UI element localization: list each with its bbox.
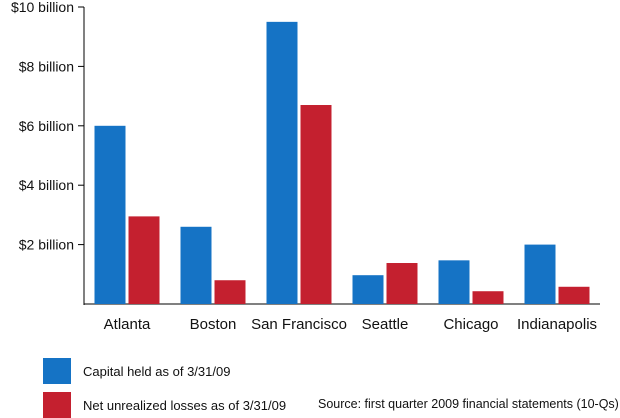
- x-tick-label: Indianapolis: [517, 316, 597, 333]
- x-tick-label: Boston: [190, 316, 237, 333]
- bar-capital-seattle: [352, 275, 384, 304]
- legend-label-losses: Net unrealized losses as of 3/31/09: [83, 397, 287, 413]
- x-tick-label: Seattle: [362, 316, 409, 333]
- bar-losses-indianapolis: [558, 286, 590, 304]
- bar-losses-seattle: [386, 263, 418, 304]
- bar-losses-chicago: [472, 291, 504, 304]
- x-tick-label: Atlanta: [104, 316, 151, 333]
- legend-swatch-losses: [43, 392, 71, 418]
- legend-item-capital: Capital held as of 3/31/09: [43, 358, 230, 384]
- bar-capital-chicago: [438, 260, 470, 304]
- legend-swatch-capital: [43, 358, 71, 384]
- x-tick-label: Chicago: [443, 316, 498, 333]
- bar-capital-boston: [180, 226, 212, 304]
- y-tick-label: $4 billion: [19, 177, 74, 193]
- y-tick-label: $2 billion: [19, 237, 74, 253]
- bar-capital-san-francisco: [266, 21, 298, 304]
- bar-chart: $2 billion $4 billion $6 billion $8 billion…: [11, 0, 600, 333]
- y-tick-label: $6 billion: [19, 118, 74, 134]
- legend-label-capital: Capital held as of 3/31/09: [83, 363, 231, 379]
- bar-losses-boston: [214, 280, 246, 304]
- y-tick-label: $10 billion: [11, 0, 74, 15]
- bar-capital-indianapolis: [524, 244, 556, 304]
- bar-losses-san-francisco: [300, 105, 332, 304]
- source-note: Source: first quarter 2009 financial sta…: [318, 397, 619, 411]
- y-tick-label: $8 billion: [19, 58, 74, 74]
- bar-losses-atlanta: [128, 216, 160, 304]
- legend-item-losses: Net unrealized losses as of 3/31/09: [43, 392, 286, 418]
- x-tick-label: San Francisco: [251, 316, 347, 333]
- bar-capital-atlanta: [94, 125, 126, 304]
